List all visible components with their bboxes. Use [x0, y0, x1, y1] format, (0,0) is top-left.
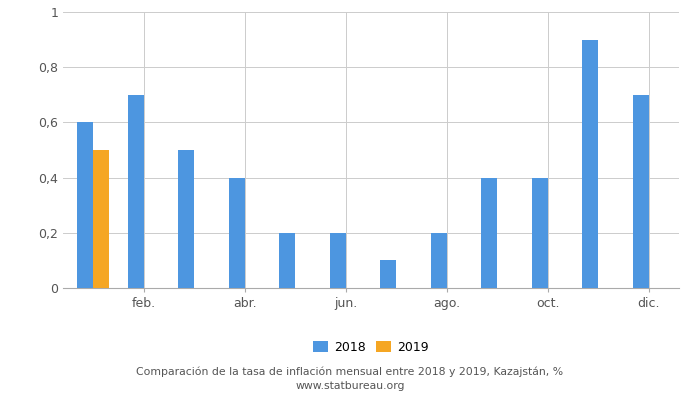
Legend: 2018, 2019: 2018, 2019 — [308, 336, 434, 359]
Bar — [481, 178, 497, 288]
Bar — [93, 150, 109, 288]
Bar — [582, 40, 598, 288]
Bar — [77, 122, 93, 288]
Bar — [380, 260, 396, 288]
Bar — [330, 233, 346, 288]
Bar — [127, 95, 144, 288]
Bar — [430, 233, 447, 288]
Bar — [633, 95, 649, 288]
Bar — [229, 178, 245, 288]
Bar — [178, 150, 195, 288]
Text: Comparación de la tasa de inflación mensual entre 2018 y 2019, Kazajstán, %: Comparación de la tasa de inflación mens… — [136, 367, 564, 377]
Bar — [279, 233, 295, 288]
Bar — [531, 178, 547, 288]
Text: www.statbureau.org: www.statbureau.org — [295, 381, 405, 391]
